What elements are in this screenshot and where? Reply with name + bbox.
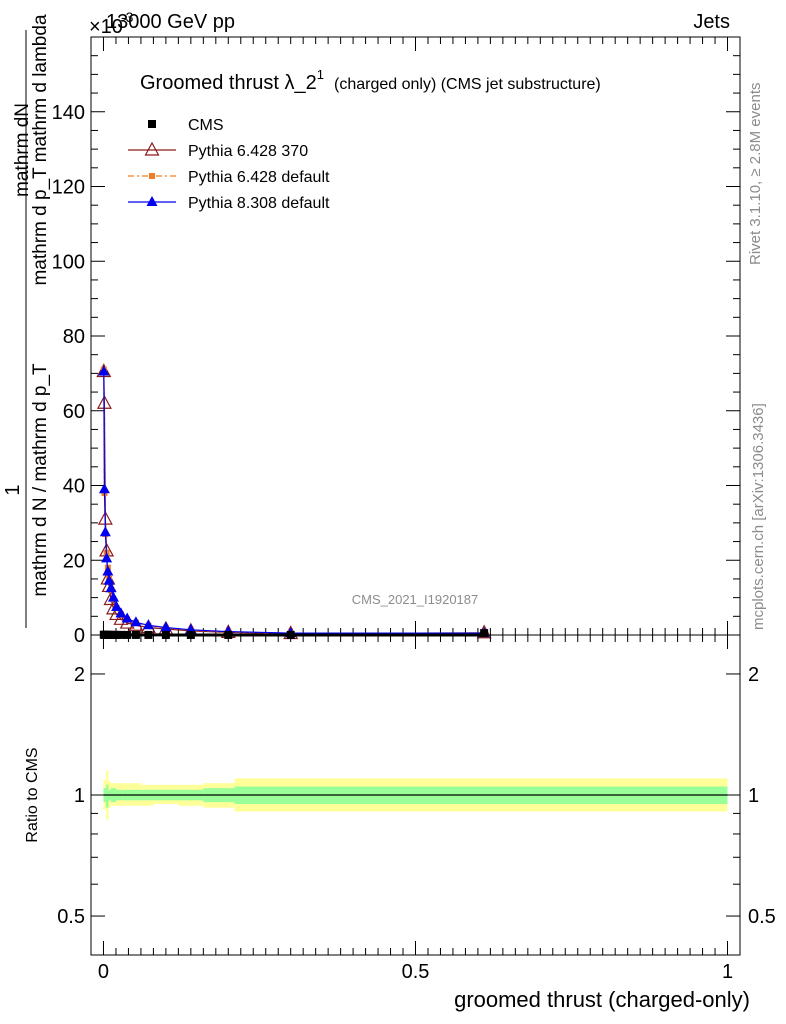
data-point	[101, 552, 113, 563]
x-tick-label: 0	[98, 961, 109, 983]
data-point	[107, 591, 119, 602]
ratio-y-tick-label-right: 1	[748, 785, 759, 807]
main-y-label: 1 mathrm dN mathrm d p_T mathrm d lambda…	[2, 14, 51, 628]
legend: CMS Pythia 6.428 370 Pythia 6.428 default P…	[128, 117, 330, 212]
inner-band	[105, 784, 109, 808]
rivet-label: Rivet 3.1.10, ≥ 2.8M events	[747, 83, 764, 266]
ratio-x-axis: 0 0.5 1	[98, 635, 733, 983]
mcplots-label: mcplots.cern.ch [arXiv:1306.3436]	[750, 403, 767, 630]
legend-label: Pythia 8.308 default	[188, 195, 330, 212]
legend-entry: Pythia 6.428 370	[128, 141, 308, 160]
exponent-sup: -3	[121, 9, 134, 25]
data-point	[130, 616, 142, 627]
data-point	[121, 612, 133, 623]
main-x-ticks	[102, 37, 729, 635]
header-jets: Jets	[693, 11, 730, 33]
legend-label: Pythia 6.428 370	[188, 143, 308, 160]
data-point	[98, 365, 110, 376]
main-y-tick-label: 100	[52, 251, 85, 273]
main-y-tick-label: 140	[52, 102, 85, 124]
data-point	[103, 574, 115, 585]
exponent-prefix: ×10	[89, 16, 123, 38]
data-point	[142, 619, 154, 630]
chart-title: Groomed thrust λ_21 (charged only) (CMS j…	[140, 67, 601, 94]
main-y-tick-label: 0	[74, 625, 85, 647]
x-axis-label: groomed thrust (charged-only)	[454, 987, 750, 1012]
main-y-tick-label: 40	[63, 476, 85, 498]
ylabel-one: 1	[2, 484, 24, 495]
series-pythia-8-308-default	[98, 365, 490, 638]
ratio-y-tick-label: 2	[74, 664, 85, 686]
x-tick-label: 0.5	[402, 961, 430, 983]
ratio-y-axis: 0.5 0.5 1 1 2 2	[57, 664, 776, 956]
ratio-y-tick-label-right: 0.5	[748, 906, 776, 928]
data-point	[98, 483, 110, 494]
data-point	[480, 629, 489, 638]
legend-label: CMS	[188, 117, 224, 134]
chart-title-lambda: λ_2	[285, 72, 317, 94]
data-point	[115, 607, 127, 618]
legend-entry: CMS	[148, 117, 224, 134]
main-y-tick-label: 80	[63, 326, 85, 348]
ylabel-den-numerator: mathrm d p_T mathrm d lambda	[30, 14, 51, 285]
main-y-tick-label: 60	[63, 401, 85, 423]
main-y-tick-label: 120	[52, 177, 85, 199]
chart-title-sup: 1	[317, 67, 324, 82]
legend-label: Pythia 6.428 default	[188, 169, 330, 186]
data-point	[99, 526, 111, 537]
main-y-axis: 0 20 40 60 80 100 120 140	[52, 36, 740, 647]
ylabel-denominator: mathrm d N / mathrm d p_T	[30, 363, 51, 597]
legend-entry: Pythia 8.308 default	[128, 195, 330, 212]
analysis-id: CMS_2021_I1920187	[352, 592, 479, 607]
data-point	[105, 582, 117, 593]
chart-title-main: Groomed thrust	[140, 72, 279, 94]
ylabel-numerator: mathrm dN	[12, 103, 33, 197]
main-y-tick-label: 20	[63, 550, 85, 572]
data-point	[160, 621, 172, 632]
data-point	[102, 565, 114, 576]
ratio-y-tick-label-right: 2	[748, 664, 759, 686]
chart-subtitle: (charged only) (CMS jet substructure)	[334, 76, 601, 93]
legend-marker	[148, 120, 156, 128]
legend-marker	[144, 141, 160, 156]
series-cms	[99, 629, 489, 639]
ratio-y-label: Ratio to CMS	[24, 747, 41, 842]
data-point	[111, 600, 123, 611]
legend-entry: Pythia 6.428 default	[128, 169, 330, 186]
header-energy: 13000 GeV pp	[106, 11, 235, 33]
legend-marker	[149, 173, 155, 179]
x-tick-label: 1	[722, 961, 733, 983]
ratio-y-tick-label: 0.5	[57, 906, 85, 928]
ratio-y-tick-label: 1	[74, 785, 85, 807]
legend-marker	[146, 196, 158, 206]
